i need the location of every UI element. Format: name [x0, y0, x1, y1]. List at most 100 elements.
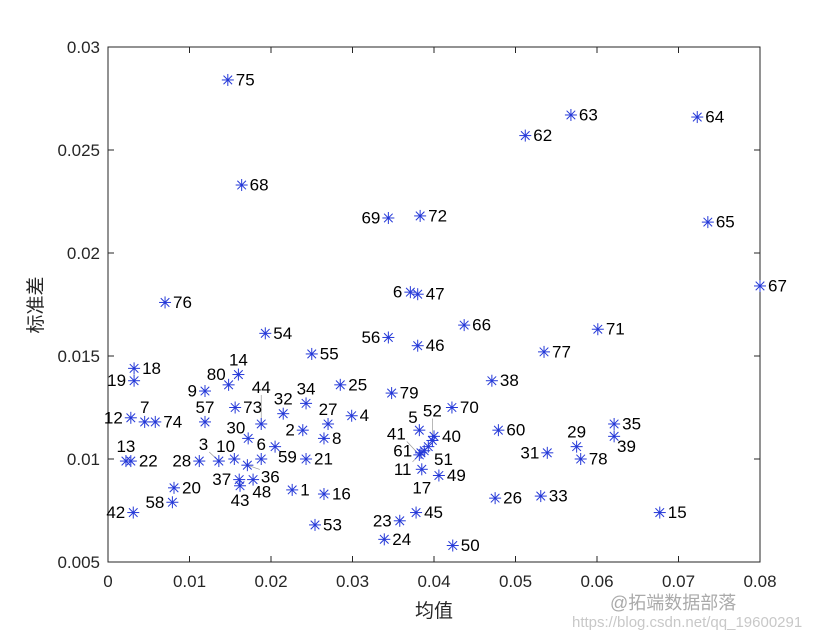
- data-point: [382, 211, 395, 224]
- y-tick-label: 0.025: [57, 141, 100, 160]
- data-point: [198, 385, 211, 398]
- point-label: 60: [506, 421, 525, 440]
- point-label: 30: [226, 419, 245, 438]
- point-label: 19: [107, 371, 126, 390]
- point-label: 36: [261, 467, 280, 486]
- point-label: 23: [373, 511, 392, 530]
- data-point: [334, 378, 347, 391]
- data-point: [128, 362, 141, 375]
- data-point: [458, 319, 471, 332]
- point-label: 12: [104, 408, 123, 427]
- point-label: 18: [142, 359, 161, 378]
- x-tick-label: 0.03: [336, 572, 369, 591]
- data-point: [212, 455, 225, 468]
- data-point: [300, 453, 313, 465]
- data-point: [255, 453, 268, 465]
- data-point: [228, 453, 241, 465]
- data-point: [159, 296, 172, 309]
- point-label: 76: [173, 293, 192, 312]
- point-label: 52: [423, 401, 442, 420]
- data-point: [241, 459, 254, 472]
- data-point: [221, 73, 234, 86]
- data-point: [426, 434, 439, 447]
- data-point: [489, 492, 502, 505]
- x-tick-label: 0.02: [254, 572, 287, 591]
- point-label: 26: [503, 489, 522, 508]
- data-point: [485, 374, 498, 387]
- point-label: 27: [319, 400, 338, 419]
- data-point: [754, 279, 766, 292]
- y-axis-label: 标准差: [25, 276, 47, 333]
- point-label: 74: [163, 412, 182, 431]
- x-axis-label: 均值: [415, 600, 453, 622]
- data-point: [385, 387, 398, 400]
- point-label: 15: [668, 503, 687, 522]
- data-point: [415, 463, 428, 476]
- data-point: [564, 108, 577, 121]
- data-point: [242, 432, 255, 445]
- watermark-brand: @拓端数据部落: [610, 593, 736, 613]
- point-label: 38: [500, 371, 519, 390]
- data-point: [534, 490, 547, 503]
- point-label: 2: [285, 421, 294, 440]
- data-point: [411, 339, 424, 352]
- point-label: 67: [768, 276, 787, 295]
- x-tick-label: 0.06: [580, 572, 613, 591]
- point-label: 28: [172, 452, 191, 471]
- point-label: 5: [408, 408, 417, 427]
- point-label: 43: [231, 491, 250, 510]
- data-point: [608, 417, 621, 430]
- point-label: 40: [442, 427, 461, 446]
- y-tick-label: 0.005: [57, 553, 100, 572]
- data-point: [222, 378, 235, 391]
- point-label: 31: [520, 443, 539, 462]
- point-label: 68: [250, 176, 269, 195]
- point-label: 58: [145, 493, 164, 512]
- point-label: 11: [394, 460, 412, 479]
- data-point: [404, 286, 417, 299]
- data-point: [269, 440, 282, 453]
- data-point: [432, 469, 445, 482]
- data-point: [691, 111, 704, 124]
- point-label: 59: [278, 447, 297, 466]
- data-point: [305, 347, 318, 360]
- point-label: 49: [447, 466, 466, 485]
- point-label: 6: [393, 283, 402, 302]
- data-point: [414, 209, 427, 222]
- data-point: [277, 407, 290, 420]
- x-tick-label: 0: [103, 572, 112, 591]
- label-leader-line: [247, 464, 260, 470]
- data-point: [124, 455, 137, 468]
- point-label: 61: [393, 441, 412, 460]
- point-label: 32: [274, 390, 293, 409]
- data-point: [233, 473, 246, 486]
- point-label: 3: [199, 435, 208, 454]
- data-point: [411, 288, 424, 301]
- data-point: [317, 488, 330, 501]
- point-label: 21: [314, 450, 333, 469]
- x-tick-label: 0.07: [662, 572, 695, 591]
- point-label: 63: [579, 105, 598, 124]
- point-label: 29: [567, 423, 586, 442]
- point-label: 57: [196, 398, 215, 417]
- point-label: 17: [412, 478, 431, 497]
- data-point: [286, 483, 299, 496]
- data-point: [378, 533, 391, 546]
- x-tick-label: 0.08: [743, 572, 776, 591]
- point-label: 39: [617, 437, 636, 456]
- point-label: 10: [216, 437, 235, 456]
- data-point: [149, 415, 162, 428]
- point-label: 47: [426, 285, 445, 304]
- data-point: [653, 506, 666, 519]
- point-label: 16: [332, 485, 351, 504]
- data-point: [309, 518, 322, 531]
- data-point: [317, 432, 330, 445]
- data-point: [247, 473, 260, 486]
- data-point: [128, 374, 141, 387]
- point-label: 14: [229, 351, 248, 370]
- data-point: [538, 345, 551, 358]
- point-label: 33: [549, 487, 568, 506]
- point-label: 48: [252, 483, 271, 502]
- point-label: 62: [533, 126, 552, 145]
